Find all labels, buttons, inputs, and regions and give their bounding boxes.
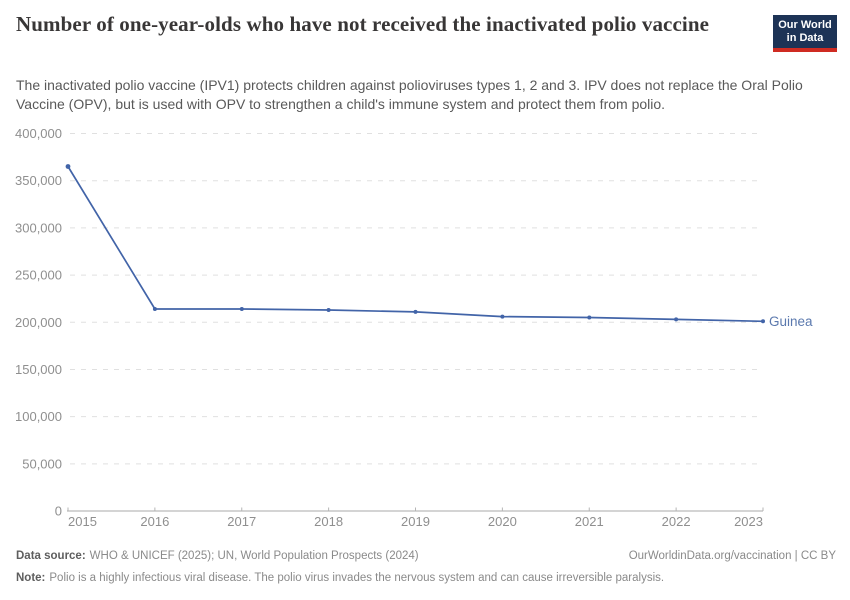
data-source-label: Data source:: [16, 550, 86, 562]
data-source-line: Data source: WHO & UNICEF (2025); UN, Wor…: [16, 545, 419, 567]
owid-logo-line2: in Data: [786, 32, 824, 44]
y-axis-tick-label: 50,000: [22, 456, 62, 471]
x-axis-tick-label: 2018: [314, 514, 343, 529]
series-line-guinea[interactable]: [67, 165, 764, 323]
data-source-text: WHO & UNICEF (2025); UN, World Populatio…: [89, 550, 419, 562]
owid-logo-line1: Our World: [778, 19, 832, 31]
chart-subtitle: The inactivated polio vaccine (IPV1) pro…: [16, 77, 803, 112]
y-axis-tick-label: 200,000: [15, 315, 62, 330]
owid-logo[interactable]: Our World in Data: [773, 15, 837, 52]
y-axis-tick-label: 300,000: [15, 220, 62, 235]
chart-footer: Data source: WHO & UNICEF (2025); UN, Wor…: [16, 545, 836, 589]
y-axis-tick-label: 350,000: [15, 173, 62, 188]
y-axis-tick-label: 250,000: [15, 268, 62, 283]
note-text: Polio is a highly infectious viral disea…: [49, 572, 665, 584]
x-axis-tick-label: 2015: [68, 514, 97, 529]
series-entity-label[interactable]: Guinea: [769, 314, 813, 329]
page-title: Number of one-year-olds who have not rec…: [16, 12, 710, 36]
note-line: Note: Polio is a highly infectious viral …: [16, 567, 664, 589]
y-axis-tick-label: 100,000: [15, 409, 62, 424]
x-axis-tick-label: 2020: [488, 514, 517, 529]
x-axis-tick-label: 2021: [575, 514, 604, 529]
y-axis-tick-label: 0: [55, 504, 62, 519]
x-axis-tick-label: 2016: [140, 514, 169, 529]
x-axis-tick-label: 2017: [227, 514, 256, 529]
x-axis-tick-label: 2022: [662, 514, 691, 529]
license-link[interactable]: OurWorldinData.org/vaccination | CC BY: [628, 550, 836, 562]
note-label: Note:: [16, 572, 46, 584]
y-axis-tick-label: 400,000: [15, 126, 62, 141]
y-axis-tick-label: 150,000: [15, 362, 62, 377]
x-axis-tick-label: 2023: [734, 514, 763, 529]
x-axis-tick-label: 2019: [401, 514, 430, 529]
